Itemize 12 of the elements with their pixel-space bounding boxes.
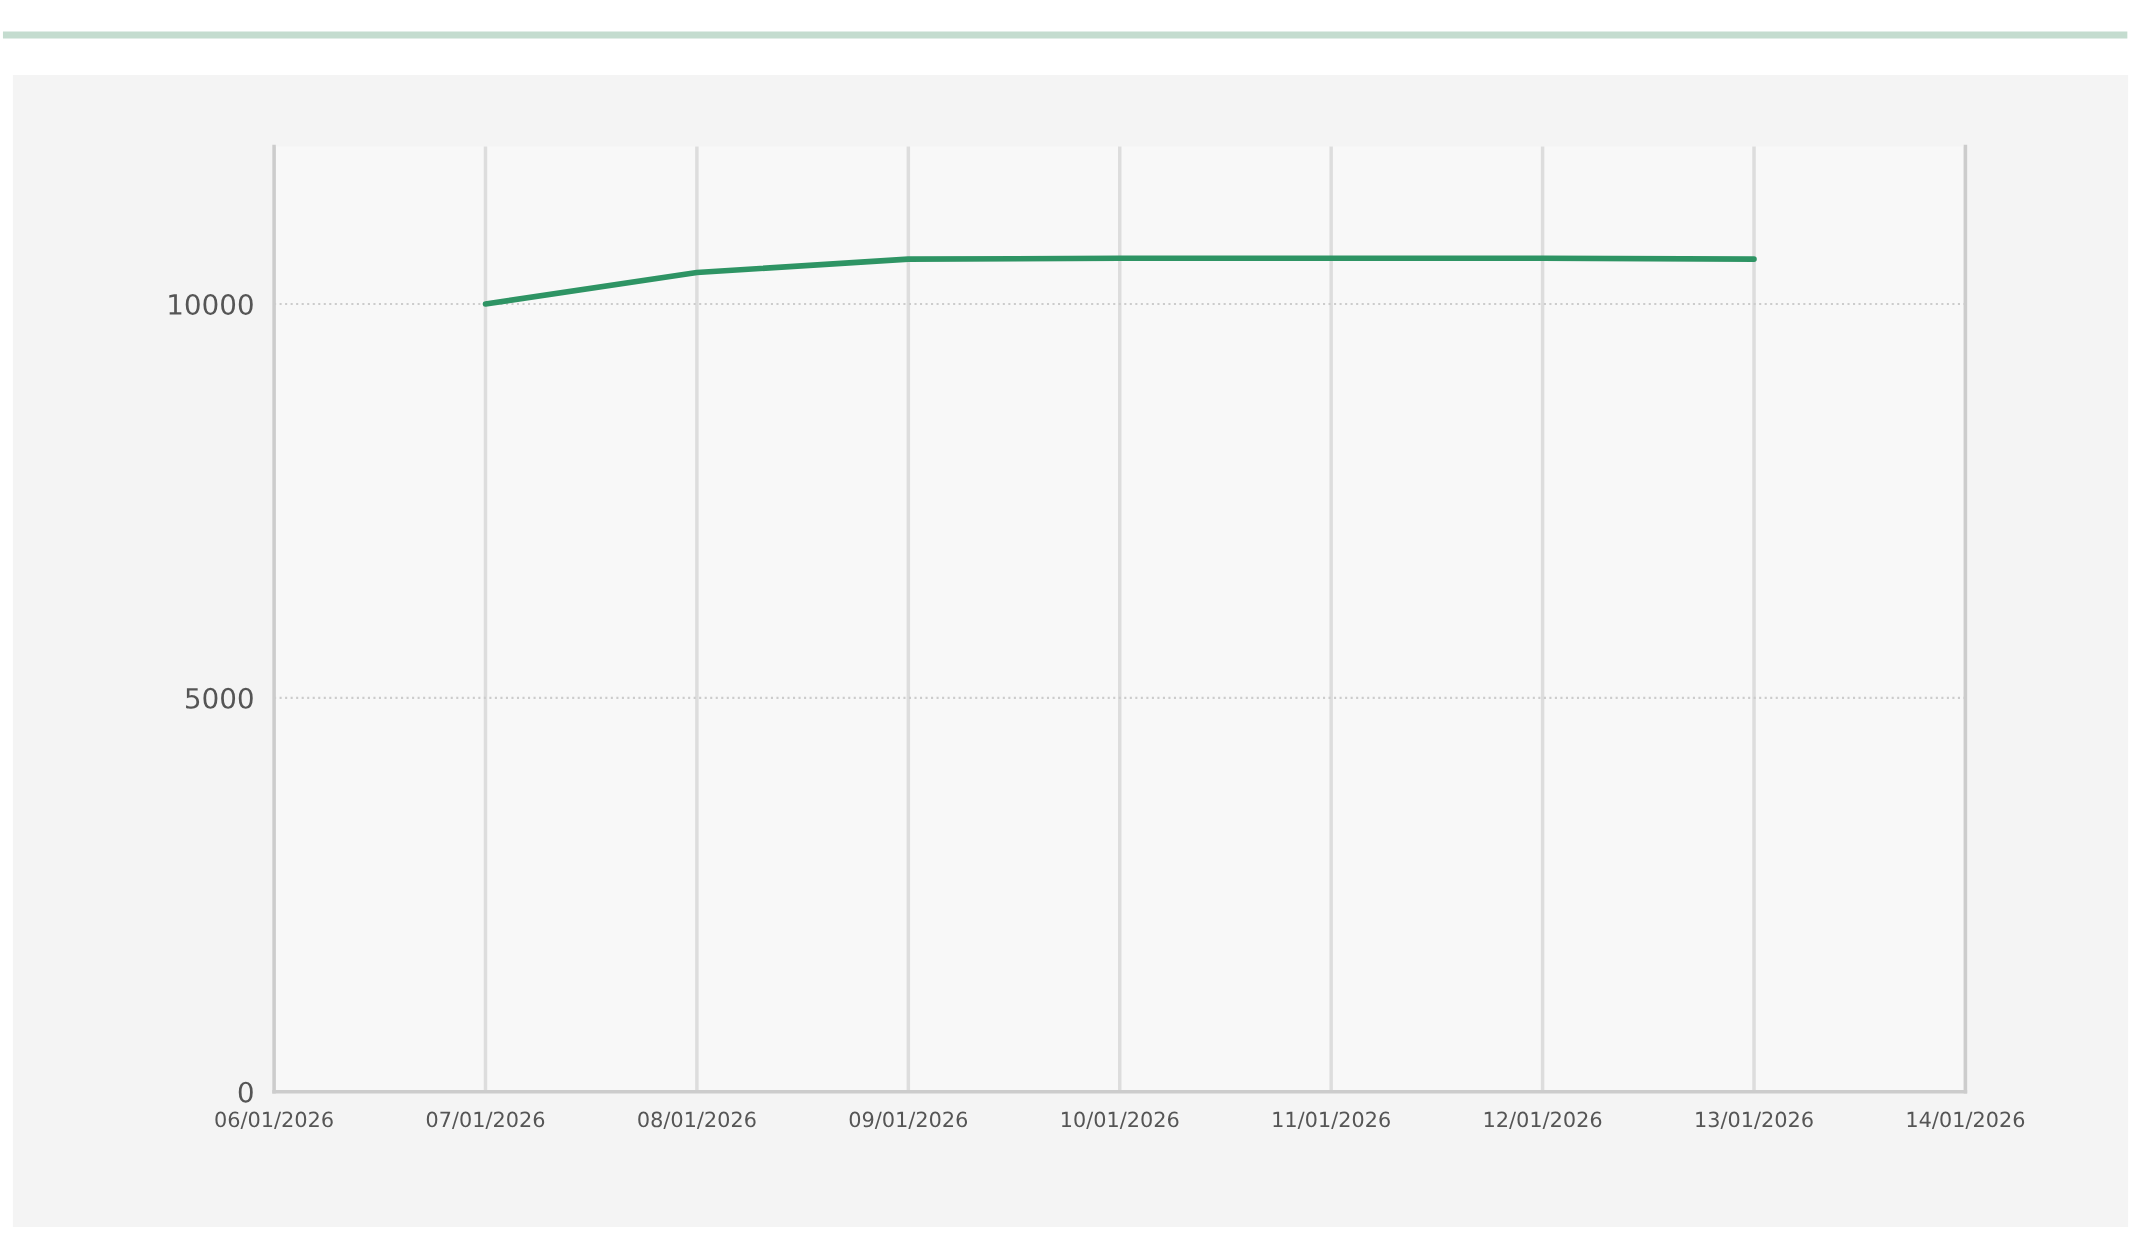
x-tick-label: 11/01/2026 — [1273, 1111, 1390, 1129]
x-tick-label: 08/01/2026 — [638, 1111, 756, 1129]
x-tick-label: 09/01/2026 — [849, 1111, 968, 1129]
x-tick-label: 13/01/2026 — [1696, 1111, 1813, 1129]
y-tick-label: 10000 — [169, 293, 253, 315]
x-tick-label: 10/01/2026 — [1061, 1111, 1179, 1129]
x-tick-label: 06/01/2026 — [215, 1111, 333, 1129]
y-tick-label: 5000 — [186, 687, 253, 709]
x-tick-label: 14/01/2026 — [1907, 1111, 2025, 1129]
x-tick-label: 12/01/2026 — [1484, 1111, 1602, 1129]
x-tick-label: 07/01/2026 — [426, 1111, 545, 1129]
y-tick-label: 0 — [238, 1081, 253, 1103]
